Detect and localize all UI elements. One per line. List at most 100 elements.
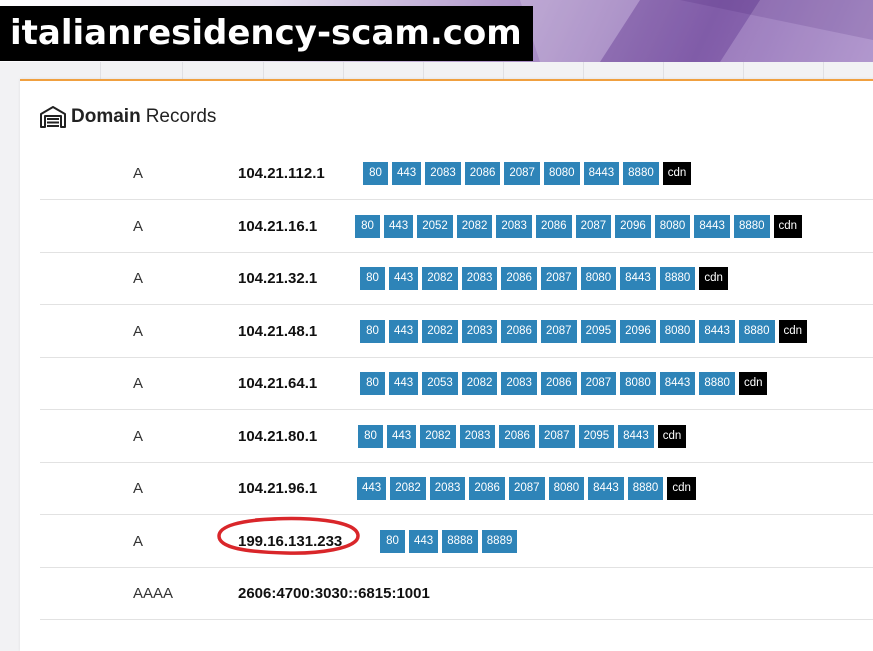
- port-badge[interactable]: 2083: [461, 266, 498, 290]
- port-badge[interactable]: 2086: [464, 161, 501, 185]
- port-badge[interactable]: 80: [358, 424, 383, 448]
- port-badge[interactable]: 80: [360, 266, 385, 290]
- port-badge[interactable]: 2082: [422, 266, 458, 290]
- cdn-badge[interactable]: cdn: [657, 424, 687, 448]
- port-badge[interactable]: 2095: [578, 424, 615, 448]
- port-badge[interactable]: 8080: [580, 266, 617, 290]
- port-list: 80 443 2052 2082 2083 2086 2087 2096 8080 8443 888…: [355, 200, 806, 252]
- port-badge[interactable]: 2082: [390, 476, 426, 500]
- port-badge[interactable]: 2087: [538, 424, 575, 448]
- port-badge[interactable]: 2087: [575, 214, 612, 238]
- port-badge[interactable]: 2082: [422, 319, 458, 343]
- site-banner: italianresidency-scam.com: [0, 0, 873, 62]
- port-badge[interactable]: 2087: [508, 476, 545, 500]
- port-badge[interactable]: 8443: [699, 319, 735, 343]
- record-type: A: [133, 479, 144, 497]
- record-value[interactable]: 104.21.48.1: [238, 322, 318, 340]
- port-badge[interactable]: 2087: [504, 161, 540, 185]
- record-row: A 104.21.64.1 80 443 2053 2082 2083 2086 2087 808…: [40, 357, 873, 410]
- port-badge[interactable]: 8880: [627, 476, 664, 500]
- record-type: A: [133, 532, 144, 550]
- port-badge[interactable]: 2083: [429, 476, 466, 500]
- port-badge[interactable]: 8888: [442, 529, 478, 553]
- record-value[interactable]: 104.21.80.1: [238, 427, 318, 445]
- port-badge[interactable]: 8443: [659, 371, 696, 395]
- record-value[interactable]: 199.16.131.233: [238, 532, 343, 550]
- port-badge[interactable]: 80: [380, 529, 405, 553]
- port-badge[interactable]: 2095: [580, 319, 617, 343]
- port-badge[interactable]: 8443: [583, 161, 620, 185]
- record-value[interactable]: 2606:4700:3030::6815:1001: [238, 584, 430, 602]
- port-badge[interactable]: 2083: [496, 214, 532, 238]
- port-badge[interactable]: 2083: [459, 424, 496, 448]
- port-badge[interactable]: 80: [360, 371, 385, 395]
- port-badge[interactable]: 443: [389, 319, 419, 343]
- record-row: A 199.16.131.233 80 443 8888 8889: [40, 515, 873, 568]
- port-badge[interactable]: 2086: [501, 266, 537, 290]
- port-badge[interactable]: 2086: [499, 424, 535, 448]
- port-badge[interactable]: 8443: [618, 424, 654, 448]
- port-badge[interactable]: 2083: [501, 371, 537, 395]
- cdn-badge[interactable]: cdn: [773, 214, 803, 238]
- port-badge[interactable]: 2082: [420, 424, 456, 448]
- port-badge[interactable]: 8880: [699, 371, 735, 395]
- port-badge[interactable]: 443: [387, 424, 417, 448]
- cdn-badge[interactable]: cdn: [738, 371, 768, 395]
- port-badge[interactable]: 8080: [659, 319, 696, 343]
- port-badge[interactable]: 443: [409, 529, 439, 553]
- port-badge[interactable]: 2087: [540, 319, 577, 343]
- port-badge[interactable]: 2096: [615, 214, 651, 238]
- port-badge[interactable]: 8880: [623, 161, 659, 185]
- port-badge[interactable]: 2053: [422, 371, 458, 395]
- port-badge[interactable]: 443: [384, 214, 414, 238]
- port-badge[interactable]: 8080: [654, 214, 691, 238]
- record-row: A 104.21.48.1 80 443 2082 2083 2086 2087 2095 209…: [40, 305, 873, 358]
- port-badge[interactable]: 2083: [461, 319, 498, 343]
- port-badge[interactable]: 2087: [580, 371, 617, 395]
- port-badge[interactable]: 80: [355, 214, 380, 238]
- port-badge[interactable]: 2082: [456, 214, 493, 238]
- port-badge[interactable]: 80: [360, 319, 385, 343]
- record-value[interactable]: 104.21.32.1: [238, 269, 318, 287]
- port-badge[interactable]: 8080: [548, 476, 585, 500]
- port-badge[interactable]: 8443: [620, 266, 656, 290]
- port-badge[interactable]: 2052: [417, 214, 453, 238]
- port-badge[interactable]: 8443: [588, 476, 624, 500]
- record-value[interactable]: 104.21.96.1: [238, 479, 318, 497]
- port-badge[interactable]: 2087: [540, 266, 577, 290]
- port-badge[interactable]: 80: [363, 161, 388, 185]
- port-badge[interactable]: 8889: [481, 529, 518, 553]
- port-list: 80 443 8888 8889: [380, 515, 521, 567]
- port-badge[interactable]: 443: [389, 266, 419, 290]
- port-badge[interactable]: 2083: [425, 161, 461, 185]
- garage-icon: [40, 106, 66, 128]
- port-badge[interactable]: 443: [392, 161, 422, 185]
- section-title-rest: Records: [145, 106, 217, 127]
- port-badge[interactable]: 8080: [543, 161, 580, 185]
- record-value[interactable]: 104.21.112.1: [238, 164, 325, 182]
- port-badge[interactable]: 2086: [501, 319, 537, 343]
- record-value[interactable]: 104.21.64.1: [238, 374, 318, 392]
- port-badge[interactable]: 2086: [540, 371, 577, 395]
- record-row: A 104.21.80.1 80 443 2082 2083 2086 2087 2095 844…: [40, 410, 873, 463]
- port-badge[interactable]: 2086: [535, 214, 572, 238]
- port-badge[interactable]: 2086: [469, 476, 505, 500]
- port-badge[interactable]: 8880: [659, 266, 696, 290]
- cdn-badge[interactable]: cdn: [662, 161, 692, 185]
- record-row: A 104.21.112.1 80 443 2083 2086 2087 8080 8443 88…: [40, 147, 873, 200]
- cdn-badge[interactable]: cdn: [699, 266, 728, 290]
- record-type: AAAA: [133, 584, 174, 602]
- port-badge[interactable]: 443: [389, 371, 419, 395]
- port-badge[interactable]: 8443: [694, 214, 730, 238]
- section-title-bold: Domain: [71, 106, 141, 127]
- port-badge[interactable]: 2096: [620, 319, 656, 343]
- port-badge[interactable]: 443: [357, 476, 387, 500]
- port-badge[interactable]: 2082: [461, 371, 498, 395]
- domain-records-card: Domain Records A 104.21.112.1 80 443 2083 208…: [20, 79, 873, 651]
- port-badge[interactable]: 8880: [733, 214, 770, 238]
- port-badge[interactable]: 8880: [738, 319, 775, 343]
- record-value[interactable]: 104.21.16.1: [238, 217, 318, 235]
- cdn-badge[interactable]: cdn: [778, 319, 808, 343]
- cdn-badge[interactable]: cdn: [667, 476, 696, 500]
- port-badge[interactable]: 8080: [620, 371, 656, 395]
